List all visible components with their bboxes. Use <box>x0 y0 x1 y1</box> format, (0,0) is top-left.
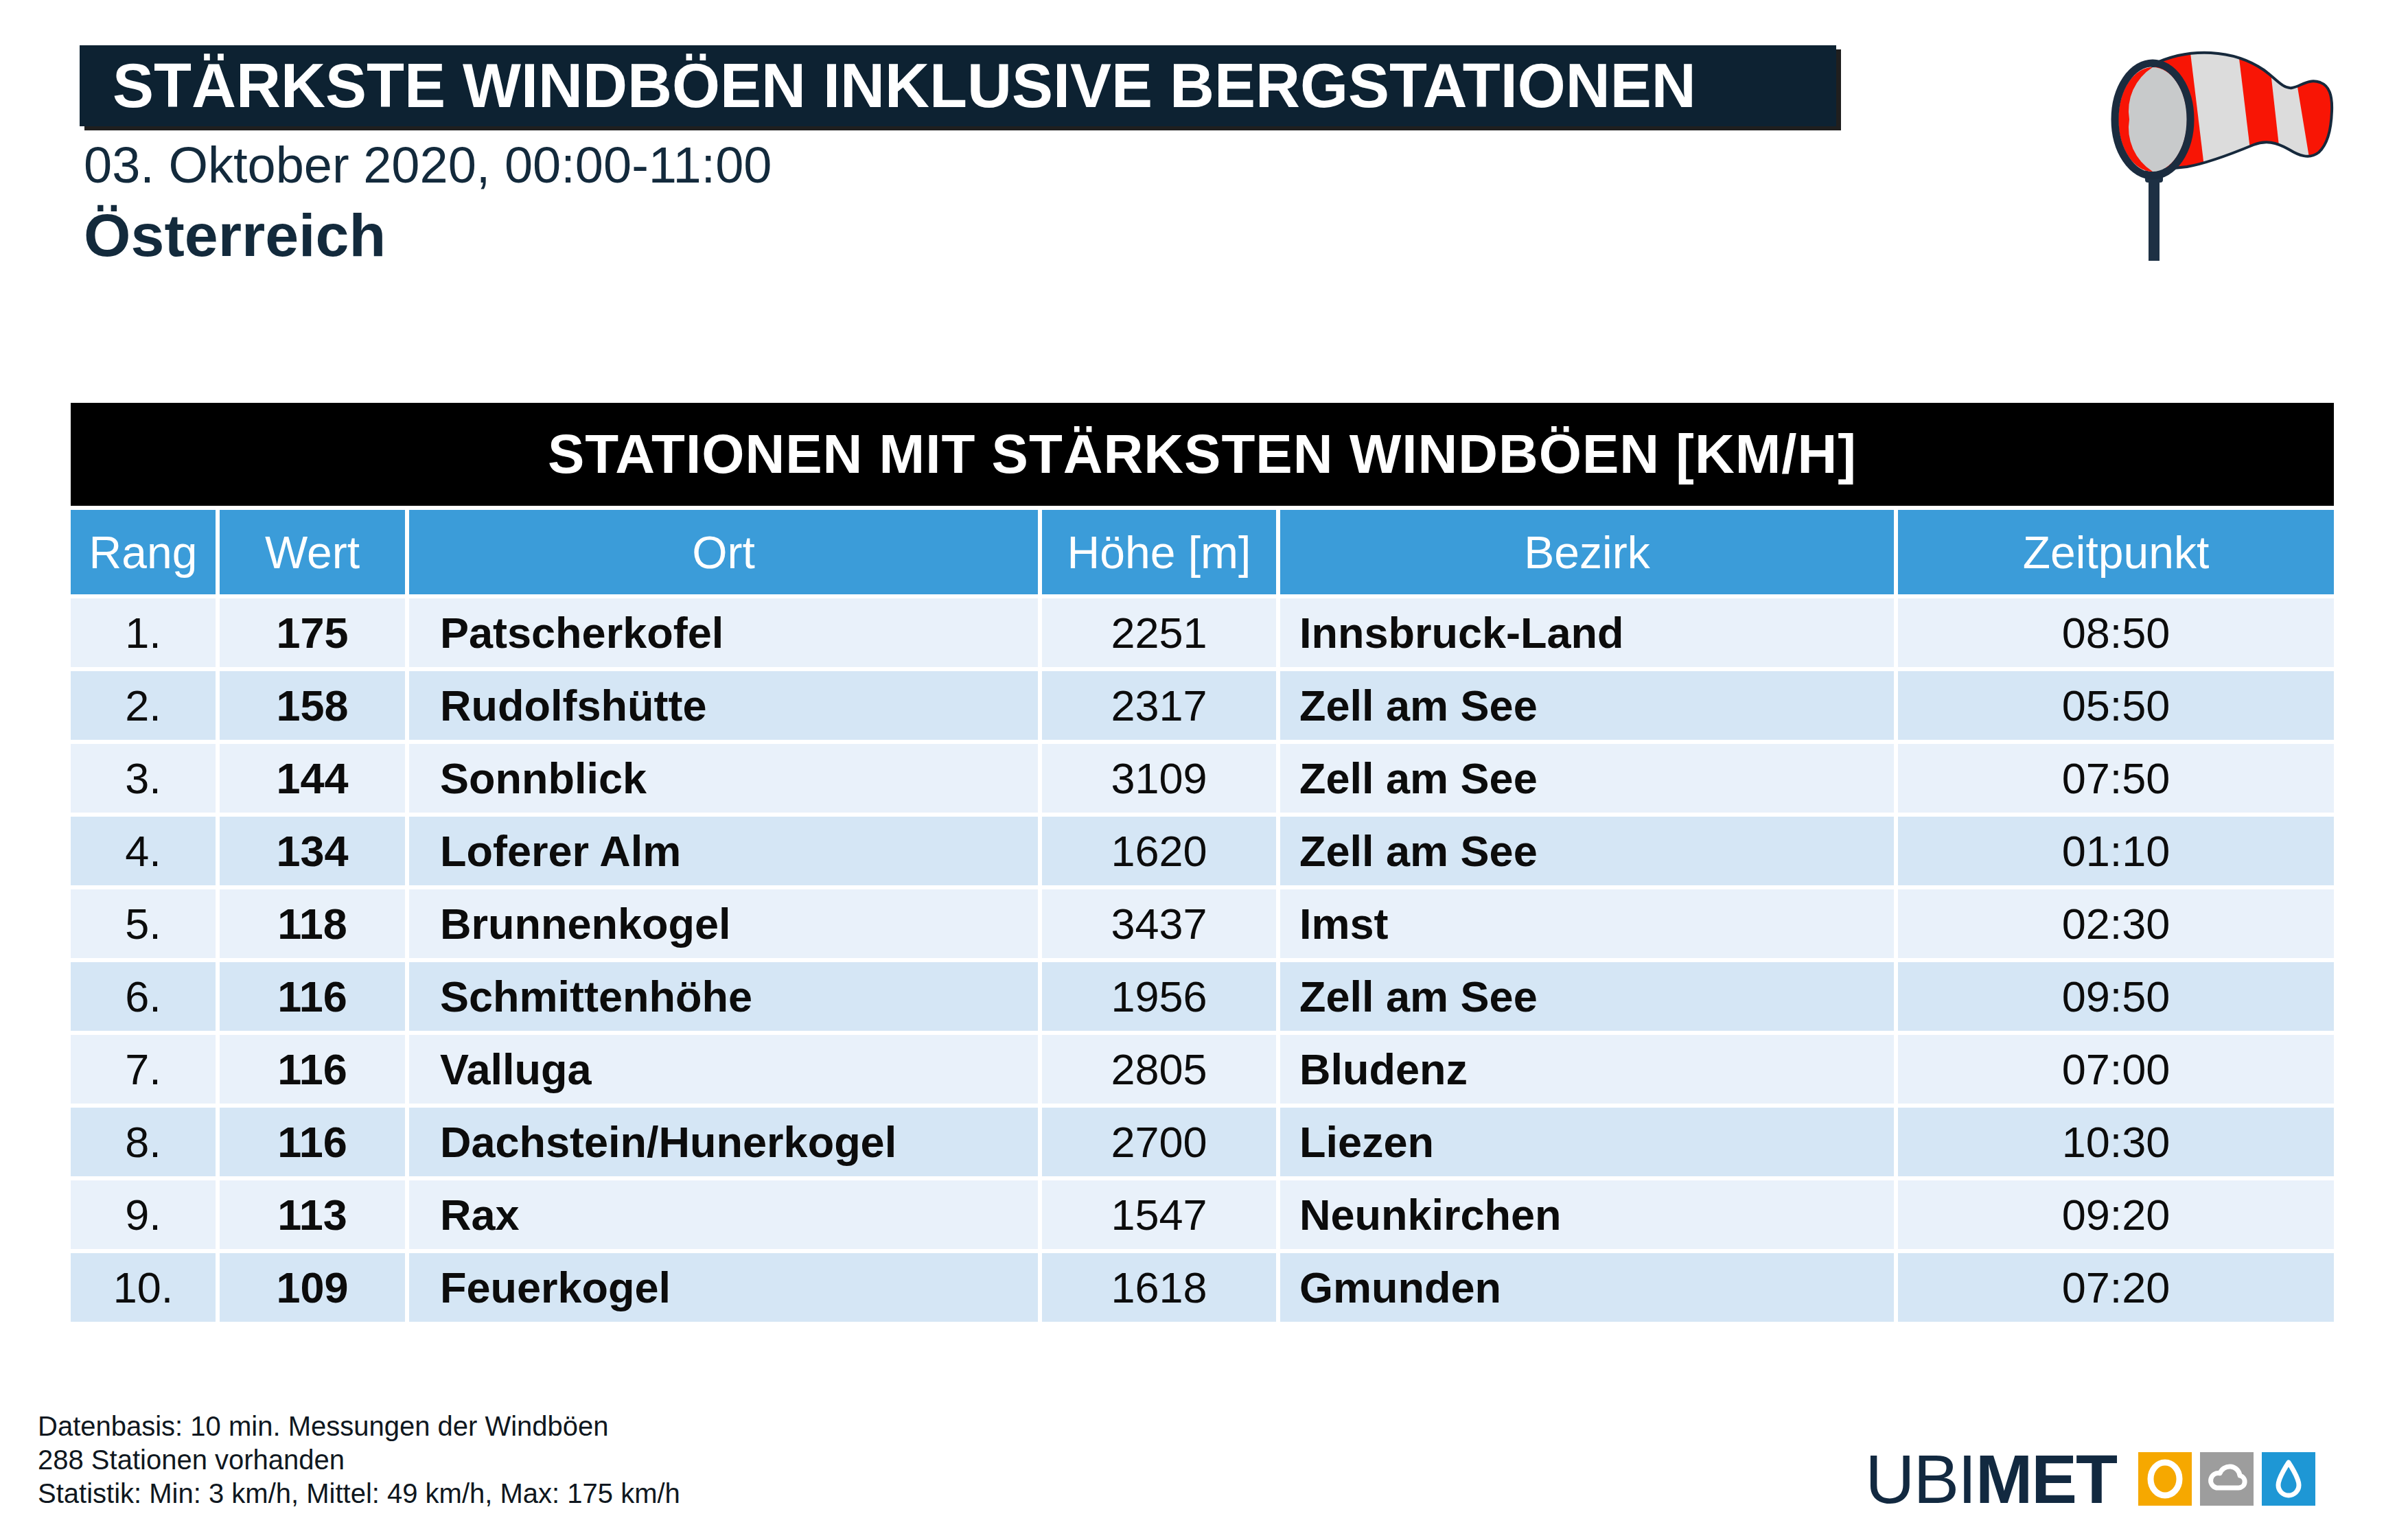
cell-bezirk: Zell am See <box>1280 744 1894 813</box>
footer-line-datenbasis: Datenbasis: 10 min. Messungen der Windbö… <box>38 1410 680 1443</box>
cell-rang: 1. <box>71 598 216 667</box>
cell-bezirk: Zell am See <box>1280 671 1894 740</box>
cell-hoehe: 2700 <box>1042 1108 1276 1176</box>
windsock-icon <box>2087 23 2361 272</box>
cell-ort: Feuerkogel <box>409 1253 1038 1322</box>
cell-hoehe: 3109 <box>1042 744 1276 813</box>
table-row: 10.109Feuerkogel1618Gmunden07:20 <box>71 1253 2334 1322</box>
table-row: 8.116Dachstein/Hunerkogel2700Liezen10:30 <box>71 1108 2334 1176</box>
cell-wert: 109 <box>220 1253 405 1322</box>
table-row: 4.134Loferer Alm1620Zell am See01:10 <box>71 817 2334 885</box>
cell-hoehe: 2805 <box>1042 1035 1276 1104</box>
cell-rang: 4. <box>71 817 216 885</box>
footer-notes: Datenbasis: 10 min. Messungen der Windbö… <box>38 1410 680 1510</box>
cell-hoehe: 1618 <box>1042 1253 1276 1322</box>
table-header-row: Rang Wert Ort Höhe [m] Bezirk Zeitpunkt <box>71 510 2334 594</box>
column-header-rang: Rang <box>71 510 216 594</box>
column-header-zeitpunkt: Zeitpunkt <box>1898 510 2334 594</box>
ubimet-wordmark: UBIMET <box>1865 1449 2116 1508</box>
table-row: 3.144Sonnblick3109Zell am See07:50 <box>71 744 2334 813</box>
cell-rang: 10. <box>71 1253 216 1322</box>
table-body: 1.175Patscherkofel2251Innsbruck-Land08:5… <box>71 598 2334 1322</box>
cell-bezirk: Gmunden <box>1280 1253 1894 1322</box>
cell-hoehe: 3437 <box>1042 889 1276 958</box>
page-title-bar: STÄRKSTE WINDBÖEN INKLUSIVE BERGSTATIONE… <box>80 45 1836 126</box>
table-row: 1.175Patscherkofel2251Innsbruck-Land08:5… <box>71 598 2334 667</box>
page-title: STÄRKSTE WINDBÖEN INKLUSIVE BERGSTATIONE… <box>80 51 1696 121</box>
cell-wert: 158 <box>220 671 405 740</box>
cell-bezirk: Neunkirchen <box>1280 1180 1894 1249</box>
cell-wert: 118 <box>220 889 405 958</box>
wind-gust-table: STATIONEN MIT STÄRKSTEN WINDBÖEN [KM/H] … <box>71 403 2334 1322</box>
cell-ort: Valluga <box>409 1035 1038 1104</box>
cell-hoehe: 1547 <box>1042 1180 1276 1249</box>
cloud-icon <box>2200 1452 2254 1506</box>
cell-zeit: 09:50 <box>1898 962 2334 1031</box>
cell-rang: 3. <box>71 744 216 813</box>
cell-hoehe: 2251 <box>1042 598 1276 667</box>
column-header-ort: Ort <box>409 510 1038 594</box>
cell-bezirk: Liezen <box>1280 1108 1894 1176</box>
cell-hoehe: 1620 <box>1042 817 1276 885</box>
cell-zeit: 05:50 <box>1898 671 2334 740</box>
cell-ort: Sonnblick <box>409 744 1038 813</box>
cell-rang: 6. <box>71 962 216 1031</box>
cell-ort: Rax <box>409 1180 1038 1249</box>
cell-rang: 5. <box>71 889 216 958</box>
cell-ort: Rudolfshütte <box>409 671 1038 740</box>
cell-bezirk: Bludenz <box>1280 1035 1894 1104</box>
cell-bezirk: Zell am See <box>1280 962 1894 1031</box>
table-row: 5.118Brunnenkogel3437Imst02:30 <box>71 889 2334 958</box>
ubimet-logo: UBIMET <box>1865 1449 2315 1508</box>
date-range: 03. Oktober 2020, 00:00-11:00 <box>84 136 772 194</box>
table-row: 7.116Valluga2805Bludenz07:00 <box>71 1035 2334 1104</box>
column-header-bezirk: Bezirk <box>1280 510 1894 594</box>
table-title: STATIONEN MIT STÄRKSTEN WINDBÖEN [KM/H] <box>71 403 2334 506</box>
cell-ort: Schmittenhöhe <box>409 962 1038 1031</box>
cell-wert: 134 <box>220 817 405 885</box>
cell-rang: 7. <box>71 1035 216 1104</box>
cell-wert: 113 <box>220 1180 405 1249</box>
footer-line-stationen: 288 Stationen vorhanden <box>38 1443 680 1477</box>
cell-wert: 116 <box>220 1108 405 1176</box>
cell-zeit: 10:30 <box>1898 1108 2334 1176</box>
region-label: Österreich <box>84 200 386 270</box>
cell-wert: 175 <box>220 598 405 667</box>
table-row: 6.116Schmittenhöhe1956Zell am See09:50 <box>71 962 2334 1031</box>
cell-bezirk: Imst <box>1280 889 1894 958</box>
cell-zeit: 07:00 <box>1898 1035 2334 1104</box>
cell-rang: 2. <box>71 671 216 740</box>
cell-ort: Brunnenkogel <box>409 889 1038 958</box>
cell-ort: Patscherkofel <box>409 598 1038 667</box>
cell-wert: 116 <box>220 1035 405 1104</box>
cell-rang: 8. <box>71 1108 216 1176</box>
cell-zeit: 07:20 <box>1898 1253 2334 1322</box>
table-row: 9.113Rax1547Neunkirchen09:20 <box>71 1180 2334 1249</box>
cell-hoehe: 2317 <box>1042 671 1276 740</box>
cell-zeit: 01:10 <box>1898 817 2334 885</box>
droplet-icon <box>2262 1452 2315 1506</box>
column-header-hoehe: Höhe [m] <box>1042 510 1276 594</box>
sun-icon <box>2138 1452 2192 1506</box>
cell-bezirk: Zell am See <box>1280 817 1894 885</box>
column-header-wert: Wert <box>220 510 405 594</box>
footer-line-statistik: Statistik: Min: 3 km/h, Mittel: 49 km/h,… <box>38 1477 680 1510</box>
cell-wert: 144 <box>220 744 405 813</box>
cell-bezirk: Innsbruck-Land <box>1280 598 1894 667</box>
cell-zeit: 08:50 <box>1898 598 2334 667</box>
cell-rang: 9. <box>71 1180 216 1249</box>
cell-zeit: 09:20 <box>1898 1180 2334 1249</box>
cell-hoehe: 1956 <box>1042 962 1276 1031</box>
cell-zeit: 02:30 <box>1898 889 2334 958</box>
cell-ort: Dachstein/Hunerkogel <box>409 1108 1038 1176</box>
cell-ort: Loferer Alm <box>409 817 1038 885</box>
cell-wert: 116 <box>220 962 405 1031</box>
table-row: 2.158Rudolfshütte2317Zell am See05:50 <box>71 671 2334 740</box>
cell-zeit: 07:50 <box>1898 744 2334 813</box>
